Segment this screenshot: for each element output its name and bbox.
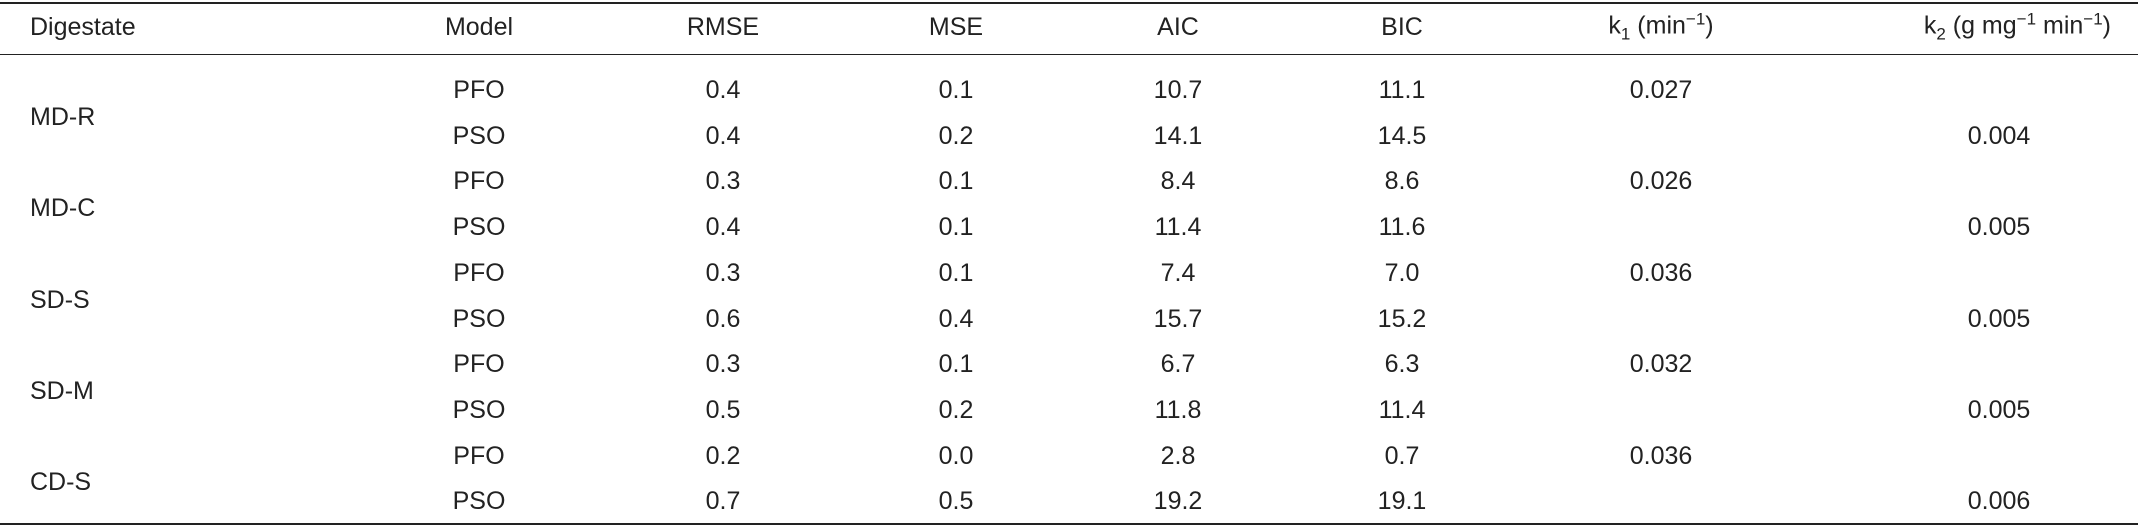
value-cell: 0.2 — [938, 395, 974, 424]
value-cell: 6.7 — [1160, 350, 1196, 379]
value-cell: 19.1 — [1377, 487, 1427, 516]
value-cell: 14.1 — [1153, 121, 1203, 150]
value-cell: 8.6 — [1384, 167, 1420, 196]
model-cell: PFO — [453, 350, 505, 379]
value-cell: 0.036 — [1629, 441, 1693, 470]
header-text: −1 — [1685, 9, 1706, 29]
value-cell: 0.005 — [1967, 213, 2031, 242]
value-cell: 15.2 — [1377, 304, 1427, 333]
header-text: BIC — [1381, 13, 1423, 41]
value-cell: 0.7 — [1384, 441, 1420, 470]
header-text: (g mg — [1945, 11, 2017, 40]
value-cell: 11.1 — [1378, 76, 1426, 104]
digestate-label: MD-C — [30, 194, 96, 223]
digestate-label: CD-S — [30, 468, 92, 497]
header-text: 2 — [1936, 24, 1946, 44]
header-text: −1 — [2016, 9, 2037, 29]
column-header: Digestate — [30, 12, 136, 42]
header-text: Digestate — [30, 13, 136, 41]
value-cell: 7.4 — [1160, 258, 1196, 287]
value-cell: 0.7 — [705, 487, 741, 516]
value-cell: 2.8 — [1160, 441, 1196, 470]
value-cell: 0.036 — [1629, 258, 1693, 287]
value-cell: 11.6 — [1378, 213, 1426, 242]
value-cell: 0.2 — [705, 441, 741, 470]
model-cell: PSO — [452, 213, 506, 242]
header-text: ) — [2102, 11, 2111, 40]
value-cell: 0.2 — [938, 121, 974, 150]
header-text: ) — [1705, 11, 1714, 40]
model-cell: PSO — [452, 121, 506, 150]
value-cell: 11.4 — [1378, 395, 1426, 424]
value-cell: 11.4 — [1154, 213, 1202, 242]
value-cell: 15.7 — [1153, 304, 1203, 333]
value-cell: 0.1 — [938, 213, 974, 242]
header-text: −1 — [2083, 9, 2103, 29]
model-cell: PFO — [453, 167, 505, 196]
column-header: RMSE — [687, 12, 759, 42]
value-cell: 0.5 — [938, 487, 974, 516]
model-cell: PFO — [453, 441, 505, 470]
digestate-label: SD-S — [30, 285, 90, 314]
value-cell: 0.4 — [705, 121, 741, 150]
header-text: RMSE — [686, 13, 760, 41]
model-cell: PFO — [453, 258, 505, 287]
value-cell: 11.8 — [1154, 395, 1202, 424]
column-header: MSE — [929, 12, 983, 42]
model-cell: PFO — [453, 76, 505, 104]
header-text: 1 — [1620, 24, 1631, 44]
header-text: min — [2036, 11, 2084, 40]
value-cell: 0.3 — [705, 167, 741, 196]
value-cell: 0.026 — [1629, 167, 1693, 196]
value-cell: 0.005 — [1967, 395, 2031, 424]
header-text: AIC — [1157, 13, 1199, 41]
value-cell: 6.3 — [1384, 350, 1420, 379]
column-header: k2 (g mg−1 min−1) — [1924, 4, 2111, 49]
value-cell: 0.006 — [1967, 487, 2031, 516]
value-cell: 8.4 — [1160, 167, 1196, 196]
value-cell: 0.0 — [938, 441, 974, 470]
column-header: k1 (min−1) — [1608, 4, 1713, 49]
header-rule — [0, 54, 2138, 55]
value-cell: 0.1 — [938, 350, 974, 379]
digestate-label: MD-R — [30, 102, 96, 131]
value-cell: 0.4 — [705, 213, 741, 242]
value-cell: 0.3 — [705, 258, 741, 287]
value-cell: 0.032 — [1629, 350, 1693, 379]
value-cell: 14.5 — [1377, 121, 1427, 150]
value-cell: 0.005 — [1967, 304, 2031, 333]
value-cell: 0.027 — [1629, 76, 1693, 104]
digestate-label: SD-M — [30, 377, 94, 406]
header-text: MSE — [928, 13, 984, 41]
model-cell: PSO — [452, 487, 506, 516]
value-cell: 0.1 — [938, 76, 974, 104]
value-cell: 0.5 — [705, 395, 741, 424]
value-cell: 0.4 — [705, 76, 741, 104]
bottom-rule — [0, 523, 2138, 525]
header-text: k — [1608, 11, 1621, 40]
header-text: (min — [1630, 11, 1686, 40]
model-cell: PSO — [452, 304, 506, 333]
value-cell: 0.6 — [705, 304, 741, 333]
header-text: Model — [444, 13, 514, 41]
value-cell: 7.0 — [1384, 258, 1420, 287]
value-cell: 19.2 — [1153, 487, 1203, 516]
top-rule — [0, 2, 2138, 4]
value-cell: 0.004 — [1967, 121, 2031, 150]
value-cell: 10.7 — [1153, 76, 1203, 104]
column-header: AIC — [1157, 12, 1199, 42]
header-text: k — [1923, 11, 1937, 40]
value-cell: 0.3 — [705, 350, 741, 379]
value-cell: 0.1 — [938, 258, 974, 287]
column-header: Model — [445, 12, 513, 42]
column-header: BIC — [1381, 12, 1423, 42]
value-cell: 0.1 — [938, 167, 974, 196]
model-cell: PSO — [452, 395, 506, 424]
value-cell: 0.4 — [938, 304, 974, 333]
